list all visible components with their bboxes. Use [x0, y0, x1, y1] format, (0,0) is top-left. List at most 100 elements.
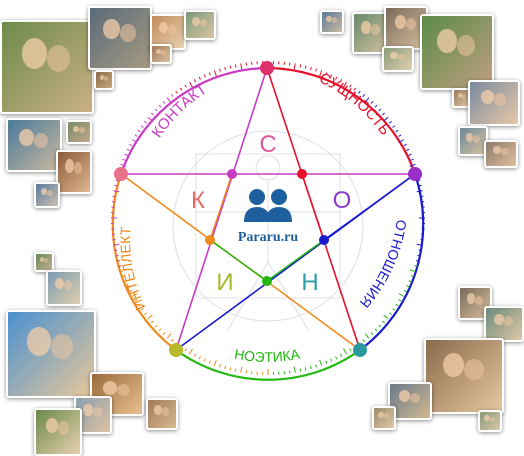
- tick-mark: [362, 339, 366, 343]
- couple-photo-bottom-right-5: [478, 410, 502, 432]
- tick-mark: [398, 139, 405, 143]
- tick-mark: [234, 64, 237, 68]
- tick-mark: [343, 348, 347, 355]
- tick-mark: [184, 84, 187, 88]
- tick-mark: [229, 367, 232, 371]
- inner-node-bottom: [262, 276, 272, 286]
- tick-mark: [418, 249, 422, 252]
- tick-mark: [398, 299, 402, 302]
- tick-mark: [203, 358, 206, 362]
- tick-mark: [129, 143, 133, 147]
- tick-mark: [147, 314, 153, 320]
- tick-mark: [240, 63, 243, 70]
- tick-mark: [126, 148, 130, 151]
- tick-mark: [349, 84, 352, 88]
- line-inner-right: [323, 173, 416, 241]
- label-otnosheniya: ОТНОШЕНИЯ: [357, 219, 410, 311]
- line-top-to-lower-left: [175, 67, 268, 351]
- couple-photo-bottom-left-4: [146, 398, 178, 430]
- tick-mark: [389, 312, 393, 316]
- inner-node-left: [205, 235, 215, 245]
- tick-mark: [120, 163, 127, 167]
- tick-mark: [330, 74, 333, 78]
- tick-mark: [184, 348, 187, 352]
- tick-mark: [114, 249, 118, 252]
- letter-n: Н: [301, 269, 318, 296]
- logo-text: Pararu.ru: [238, 230, 298, 245]
- tick-mark: [129, 289, 133, 293]
- tick-mark: [124, 153, 128, 156]
- tick-mark: [335, 356, 338, 360]
- tick-mark: [154, 324, 158, 328]
- tick-mark: [219, 68, 221, 72]
- tick-mark: [229, 65, 232, 69]
- tick-mark: [170, 339, 174, 343]
- node-lower-right: [353, 343, 367, 357]
- tick-mark: [339, 79, 343, 83]
- tick-mark: [140, 125, 144, 128]
- tick-mark: [122, 275, 126, 278]
- node-upper-right: [408, 167, 422, 181]
- tick-mark: [219, 364, 221, 368]
- tick-mark: [131, 139, 138, 143]
- tick-mark: [154, 108, 158, 112]
- couple-photo-bottom-right-4: [372, 406, 396, 430]
- node-upper-left: [114, 167, 128, 181]
- couple-photo-top-right-1: [320, 10, 344, 34]
- tick-mark: [193, 79, 197, 83]
- couple-photo-bottom-right-large: [424, 338, 504, 414]
- tick-mark: [370, 100, 374, 104]
- tick-mark: [198, 356, 201, 360]
- tick-mark: [389, 120, 393, 124]
- tick-mark: [358, 90, 361, 94]
- tick-mark: [353, 87, 357, 91]
- tick-mark: [143, 120, 147, 124]
- couple-photo-left-3: [56, 150, 92, 194]
- tick-mark: [325, 360, 328, 364]
- tick-mark: [339, 353, 343, 357]
- line-inner-upper-left: [209, 173, 233, 241]
- inner-node-upper-left: [227, 169, 237, 179]
- tick-mark: [304, 65, 307, 69]
- tick-mark: [299, 64, 302, 68]
- tick-mark: [349, 348, 352, 352]
- tick-mark: [410, 275, 414, 278]
- tick-mark: [118, 265, 122, 267]
- tick-mark: [403, 143, 407, 147]
- tick-mark: [240, 366, 243, 373]
- label-sushchnost: СУЩНОСТЬ: [316, 70, 393, 139]
- tick-mark: [134, 134, 138, 137]
- tick-mark: [315, 364, 317, 368]
- tick-mark: [158, 328, 162, 332]
- tick-mark: [392, 125, 396, 128]
- tick-mark: [179, 87, 183, 91]
- tick-mark: [406, 285, 410, 288]
- tick-mark: [134, 299, 138, 302]
- tick-mark: [234, 368, 237, 372]
- tick-mark: [408, 280, 412, 283]
- tick-mark: [162, 332, 166, 336]
- tick-mark: [293, 63, 296, 70]
- tick-mark: [319, 70, 323, 77]
- letter-o: О: [333, 187, 352, 214]
- tick-mark: [293, 366, 296, 373]
- outer-arc-kontakt: [119, 66, 268, 175]
- tick-mark: [378, 324, 382, 328]
- tick-mark: [175, 90, 178, 94]
- tick-mark: [392, 308, 396, 311]
- tick-mark: [150, 112, 154, 116]
- tick-mark: [364, 333, 370, 339]
- tick-mark: [122, 158, 126, 161]
- outer-arc-intellekt: [111, 173, 177, 351]
- letter-s: С: [259, 131, 276, 158]
- tick-mark: [343, 81, 347, 88]
- tick-mark: [162, 100, 166, 104]
- tick-mark: [364, 97, 370, 103]
- tick-mark: [374, 328, 378, 332]
- tick-mark: [382, 112, 386, 116]
- tick-mark: [409, 269, 416, 273]
- tick-mark: [120, 269, 127, 273]
- tick-mark: [410, 158, 414, 161]
- couple-photo-top-left-4: [94, 70, 114, 90]
